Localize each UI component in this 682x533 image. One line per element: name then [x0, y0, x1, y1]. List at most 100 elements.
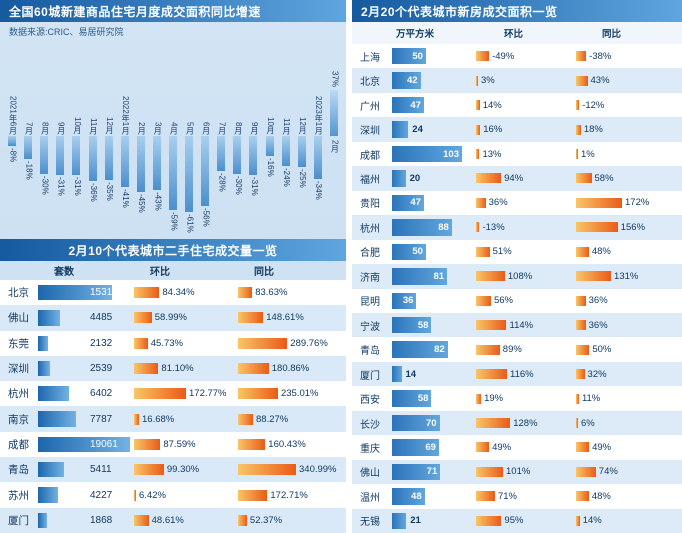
chart-month-label: 7月 — [24, 121, 34, 134]
chart-value-label: -61% — [185, 214, 195, 233]
yoy-cell: -12% — [576, 93, 676, 117]
area-cell: 36 — [392, 289, 476, 313]
city-label: 北京 — [8, 287, 29, 300]
chart-month-label: 9月 — [56, 121, 66, 134]
area-value: 70 — [425, 417, 437, 429]
chart-value-label: -59% — [169, 211, 179, 231]
table-row: 无锡 21 95% 14% — [352, 508, 682, 533]
mom-cell: 6.42% — [134, 482, 238, 507]
yoy-bar — [576, 100, 580, 111]
mom-bar — [134, 489, 136, 501]
area-bar — [392, 145, 462, 163]
yoy-cell: 180.86% — [238, 356, 342, 381]
yoy-bar — [238, 388, 278, 400]
yoy-bar — [238, 363, 269, 375]
yoy-value: 36% — [588, 319, 608, 331]
mom-value: 71% — [497, 490, 517, 502]
mom-cell: 81.10% — [134, 356, 238, 381]
chart-month-label: 2月 — [330, 140, 340, 153]
yoy-bar — [576, 320, 586, 331]
chart-bar — [120, 136, 129, 188]
table-row: 青岛 5411 99.30% 340.99% — [0, 457, 346, 483]
table-row: 贵阳 47 36% 172% — [352, 190, 682, 216]
yoy-cell: 48% — [576, 484, 676, 508]
area-value: 58 — [417, 393, 429, 405]
area-bar — [392, 365, 402, 383]
mom-cell: 94% — [476, 166, 576, 190]
yoy-bar — [238, 287, 253, 299]
yoy-bar — [238, 312, 264, 324]
area-cell: 81 — [392, 264, 476, 288]
chart-bar — [8, 136, 17, 146]
table-row: 温州 48 71% 48% — [352, 484, 682, 509]
area-value: 20 — [409, 172, 421, 184]
chart-value-label: -30% — [40, 175, 50, 195]
yoy-bar — [576, 51, 587, 62]
mom-bar — [476, 295, 491, 306]
area-cell: 48 — [392, 484, 476, 508]
units-bar — [38, 512, 48, 528]
area-value: 58 — [417, 319, 429, 331]
mom-bar — [476, 197, 486, 208]
city-label: 成都 — [360, 150, 380, 162]
yoy-cell: 235.01% — [238, 381, 342, 406]
chart-bar — [233, 136, 242, 174]
units-bar — [38, 360, 51, 377]
yoy-bar — [576, 442, 590, 453]
chart-month-label: 11月 — [88, 117, 98, 134]
table-row: 东莞 2132 45.73% 289.76% — [0, 330, 346, 356]
chart-value-label: -43% — [153, 191, 163, 211]
area-cell: 20 — [392, 166, 476, 190]
yoy-cell: 156% — [576, 215, 676, 239]
area-value: 69 — [425, 441, 436, 453]
resale-table-body: 北京 15315 84.34% 83.63% 佛山 4485 58.99% 148.61% 东莞… — [0, 280, 346, 533]
yoy-bar — [576, 466, 596, 477]
table-row: 西安 58 19% 11% — [352, 386, 682, 411]
mom-bar — [476, 75, 478, 86]
mom-cell: 14% — [476, 93, 576, 117]
mom-value: 108% — [507, 270, 533, 282]
units-cell: 2539 — [38, 356, 134, 381]
table-row: 昆明 36 56% 36% — [352, 288, 682, 313]
area-value: 48 — [411, 490, 422, 502]
newhome-table-header: 万平方米 环比 同比 — [352, 22, 682, 44]
mom-value: 81.10% — [161, 363, 194, 375]
table-row: 苏州 4227 6.42% 172.71% — [0, 482, 346, 508]
units-cell: 4485 — [38, 305, 134, 330]
area-bar — [392, 219, 452, 236]
mom-cell: 3% — [476, 68, 576, 92]
units-value: 19061 — [90, 438, 118, 450]
yoy-value: 6% — [581, 417, 595, 429]
mom-cell: 45.73% — [134, 331, 238, 356]
newhome-table-title: 2月20个代表城市新房成交面积一览 — [352, 0, 682, 22]
yoy-value: 50% — [592, 344, 612, 356]
resale-table-title: 2月10个代表城市二手住宅成交量一览 — [0, 239, 346, 261]
yoy-cell: 52.37% — [238, 508, 342, 533]
table-row: 佛山 71 101% 74% — [352, 459, 682, 485]
mom-bar — [134, 464, 164, 476]
area-cell: 71 — [392, 460, 476, 484]
chart-value-label: -31% — [72, 176, 82, 196]
table-row: 广州 47 14% -12% — [352, 92, 682, 118]
mom-bar — [476, 320, 507, 331]
chart-bar — [297, 136, 306, 168]
yoy-value: 18% — [583, 124, 603, 136]
yoy-value: 48% — [591, 246, 611, 258]
yoy-value: 32% — [587, 368, 607, 380]
area-cell: 24 — [392, 117, 476, 141]
area-cell: 50 — [392, 240, 476, 264]
units-value: 1868 — [90, 514, 113, 526]
area-value: 88 — [438, 221, 449, 233]
yoy-value: 83.63% — [255, 287, 288, 299]
mom-value: 45.73% — [150, 337, 183, 349]
chart-value-label: -25% — [298, 169, 308, 188]
chart-month-label: 10月 — [72, 117, 82, 134]
area-bar — [392, 488, 425, 505]
chart-month-label: 12月 — [298, 117, 308, 134]
chart-value-label: -24% — [282, 168, 292, 187]
mom-bar — [134, 438, 161, 450]
yoy-cell: 32% — [576, 362, 676, 386]
table-row: 厦门 14 116% 32% — [352, 361, 682, 387]
mom-bar — [476, 124, 481, 135]
